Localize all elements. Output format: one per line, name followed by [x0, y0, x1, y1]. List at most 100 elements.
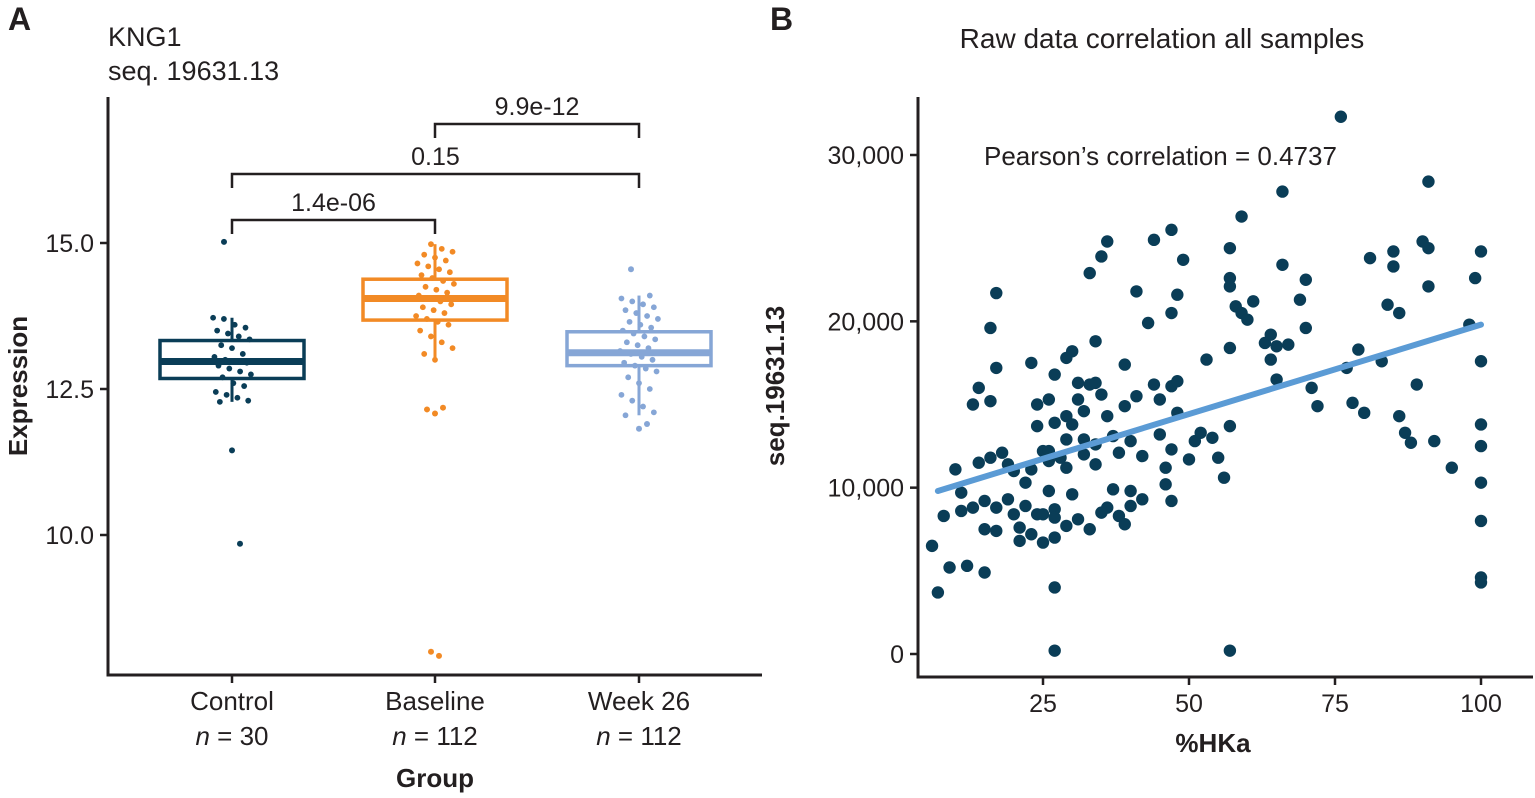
scatter-point [1299, 273, 1313, 286]
scatter-point [1095, 250, 1108, 263]
scatter-point [1066, 488, 1079, 501]
scatter-panel: Raw data correlation all samples 0 10,000… [760, 23, 1533, 758]
scatter-point [1071, 393, 1085, 406]
boxplot-point [218, 342, 225, 349]
boxplot-point [626, 318, 633, 325]
boxplot-outlier [436, 652, 442, 659]
boxplot-point [650, 304, 657, 311]
scatter-point [1276, 258, 1289, 271]
scatter-point [1060, 461, 1073, 474]
boxplot-point [432, 254, 438, 261]
scatter-point [1030, 398, 1044, 411]
scatter-point [1247, 295, 1260, 308]
scatter-point [1165, 443, 1178, 456]
scatter-point [1468, 271, 1482, 285]
boxplot-point [239, 351, 246, 357]
scatter-point [978, 566, 991, 579]
scatter-point [1118, 358, 1131, 371]
boxplot-point [430, 307, 437, 314]
boxplot-point [418, 272, 425, 279]
scatter-y-label: seq.19631.13 [760, 306, 790, 466]
scatter-point [1264, 353, 1277, 366]
scatter-point [1048, 581, 1061, 594]
scatter-point [1217, 471, 1231, 484]
boxplot-point [421, 251, 428, 258]
boxplot-group-label: Baseline [385, 686, 485, 716]
boxplot-point [246, 336, 253, 343]
scatter-y-tick-label: 10,000 [828, 475, 904, 503]
boxplot-group-n-symbol: n [392, 721, 406, 751]
boxplot-point [449, 345, 456, 352]
scatter-point [1474, 576, 1488, 589]
scatter-point [1387, 260, 1400, 273]
boxplot-outlier [237, 540, 243, 547]
scatter-point [1042, 484, 1056, 498]
boxplot-group-label: Control [190, 686, 274, 716]
comparison-bracket [433, 122, 641, 138]
boxplot-x-label: Group [396, 763, 474, 793]
scatter-point [1060, 519, 1073, 533]
comparison-p-value: 9.9e-12 [495, 93, 580, 121]
scatter-point [1422, 280, 1435, 293]
scatter-point [1293, 293, 1307, 306]
panel-a-letter: A [8, 1, 31, 37]
boxplot-point [419, 304, 426, 311]
scatter-point [1036, 536, 1050, 549]
scatter-point [1235, 210, 1248, 223]
boxplot-point [448, 301, 455, 308]
boxplot-group-n: n = 30 [195, 721, 268, 751]
scatter-point [1270, 373, 1283, 386]
scatter-point [1136, 449, 1149, 463]
boxplot-point [449, 248, 456, 255]
scatter-point [1048, 511, 1061, 524]
scatter-point [1200, 353, 1213, 366]
scatter-points [925, 110, 1488, 657]
scatter-point [955, 504, 968, 518]
boxplot-point [650, 409, 657, 416]
boxplot-point [632, 362, 638, 369]
scatter-point [1019, 476, 1032, 489]
scatter-point [1241, 313, 1254, 326]
scatter-point [1147, 378, 1161, 391]
scatter-point [925, 539, 939, 553]
boxplot-point [622, 412, 629, 419]
boxplot-point [644, 313, 650, 319]
boxplot-point [623, 339, 630, 346]
boxplot-point [234, 394, 241, 401]
boxplot-point [421, 351, 428, 357]
boxplot-point [429, 275, 436, 281]
boxplot-point [219, 374, 226, 381]
scatter-x-tick-label: 50 [1175, 690, 1203, 718]
scatter-point [1270, 340, 1283, 353]
boxplot-group [565, 266, 713, 432]
scatter-point [1071, 376, 1085, 390]
boxplot-y-label: Expression [3, 316, 33, 456]
scatter-point [1223, 644, 1237, 657]
scatter-point [1048, 416, 1061, 429]
boxplot-point [649, 356, 656, 363]
boxplot-outlier [424, 406, 430, 413]
boxplot-point [640, 403, 646, 410]
scatter-point [1066, 418, 1079, 431]
boxplot-point [426, 295, 433, 302]
scatter-fit-line [934, 321, 1484, 494]
boxplot-point [211, 353, 218, 360]
boxplot-point [442, 257, 449, 264]
boxplot-point [648, 324, 655, 331]
boxplot-point [417, 327, 424, 334]
scatter-point [1299, 321, 1313, 335]
boxplot-group-n-symbol: n [195, 721, 209, 751]
scatter-point [1025, 356, 1038, 370]
boxplot-group-n: n = 112 [392, 721, 478, 751]
boxplot-outlier [636, 425, 642, 432]
scatter-point [1165, 494, 1178, 508]
scatter-point [984, 394, 997, 408]
boxplot-point [243, 359, 250, 366]
scatter-point [1346, 396, 1359, 410]
boxplot-point [646, 292, 653, 299]
scatter-point [1176, 253, 1190, 266]
boxplot-title: KNG1 [108, 22, 182, 52]
boxplot-group [158, 238, 306, 547]
boxplot-point [235, 333, 242, 340]
scatter-y-tick-label: 30,000 [828, 142, 904, 170]
